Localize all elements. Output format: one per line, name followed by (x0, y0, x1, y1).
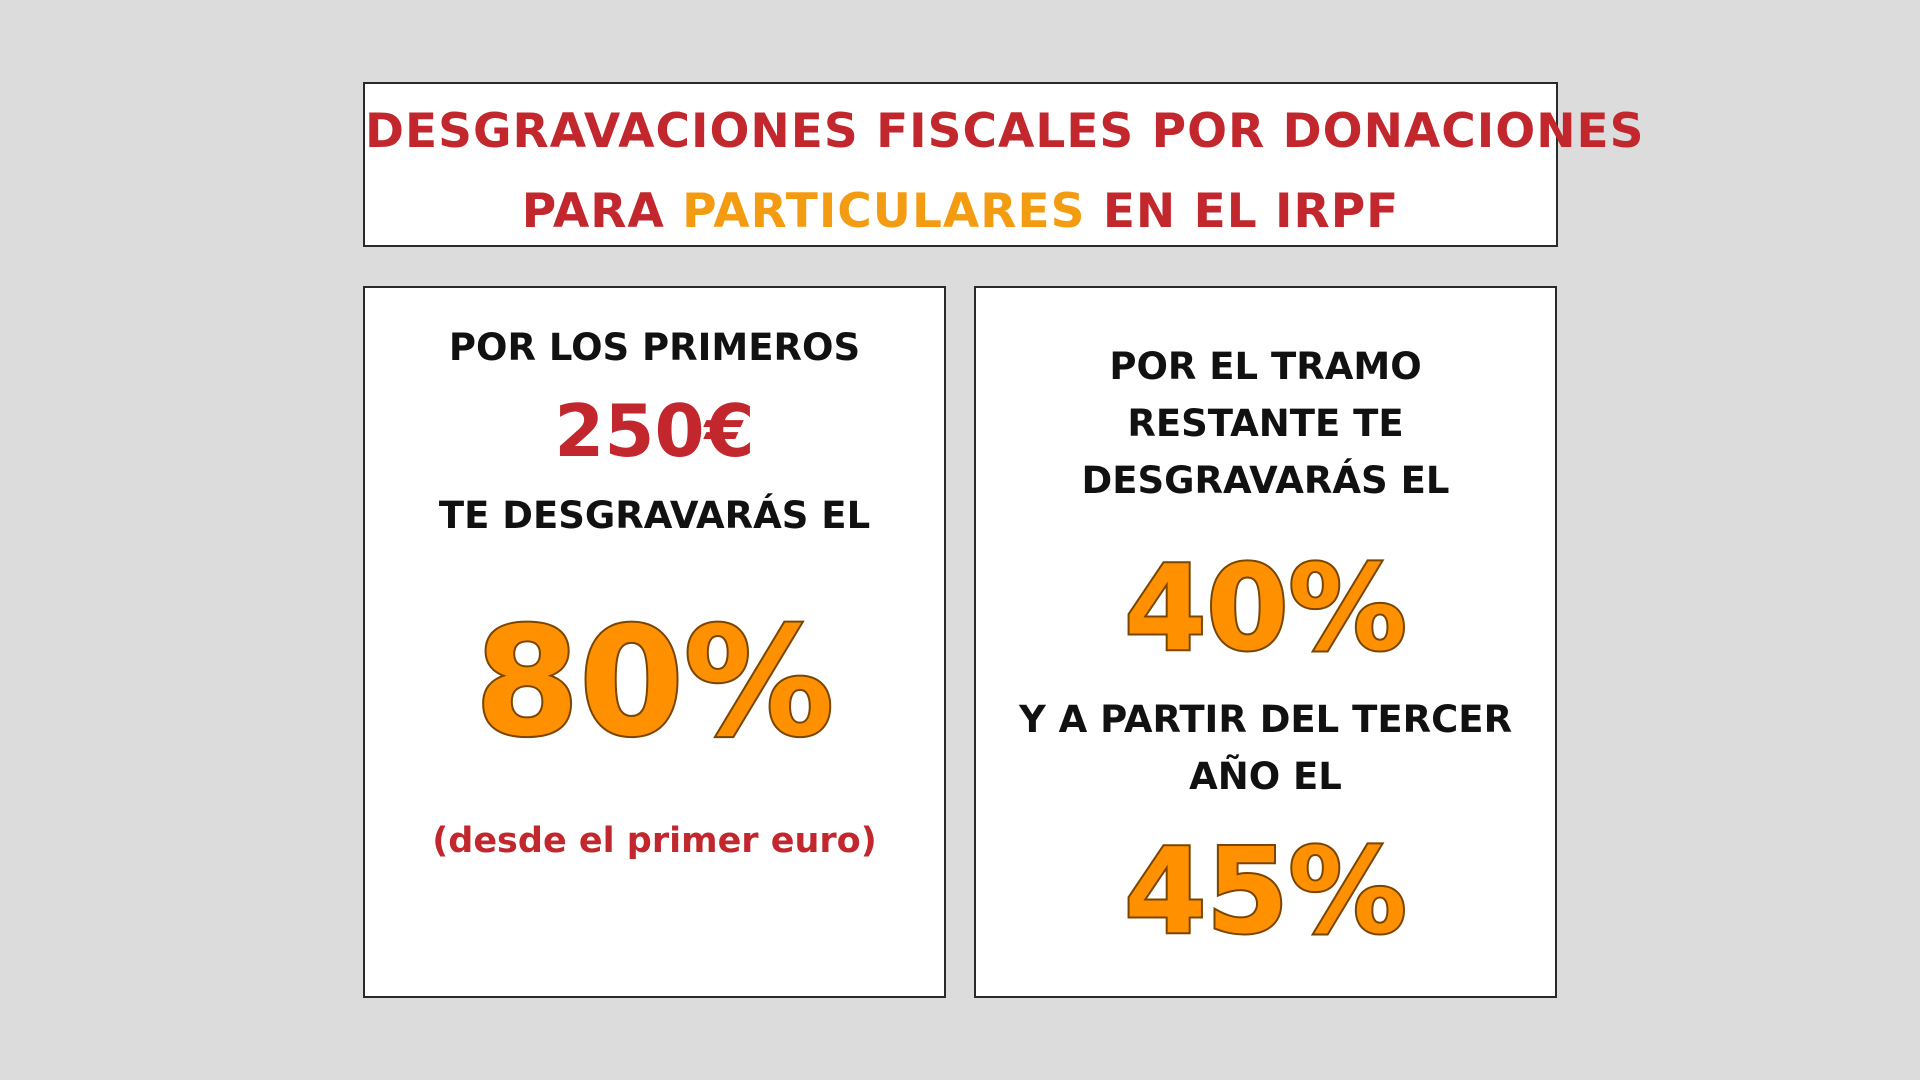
title-line-1: DESGRAVACIONES FISCALES POR DONACIONES (365, 104, 1645, 159)
remaining-intro-line-3: DESGRAVARÁS EL (1081, 459, 1450, 502)
amount-250: 250€ (554, 389, 755, 473)
third-year-line-1: Y A PARTIR DEL TERCER (1018, 698, 1513, 741)
title-banner: DESGRAVACIONES FISCALES POR DONACIONES P… (363, 82, 1645, 247)
percentage-40: 40% (1122, 537, 1408, 679)
first-250-panel: POR LOS PRIMEROS 250€ TE DESGRAVARÁS EL … (363, 286, 946, 998)
first-250-intro: POR LOS PRIMEROS (448, 326, 861, 369)
remaining-intro-line-2: RESTANTE TE (1127, 402, 1404, 445)
title-line-2-start: PARA (521, 184, 665, 239)
left-deduct-text: TE DESGRAVARÁS EL (438, 494, 871, 537)
from-first-euro-note: (desde el primer euro) (432, 821, 877, 861)
third-year-line-2: AÑO EL (1189, 755, 1342, 798)
percentage-45: 45% (1122, 820, 1408, 962)
title-line-2-end: EN EL IRPF (1102, 184, 1400, 239)
title-highlight-particulares: PARTICULARES (682, 184, 1086, 239)
remaining-panel: POR EL TRAMO RESTANTE TE DESGRAVARÁS EL … (974, 286, 1557, 998)
title-line-2: PARA PARTICULARES EN EL IRPF (365, 184, 1556, 239)
percentage-80: 80% (473, 594, 836, 772)
remaining-intro-line-1: POR EL TRAMO (1109, 345, 1422, 388)
